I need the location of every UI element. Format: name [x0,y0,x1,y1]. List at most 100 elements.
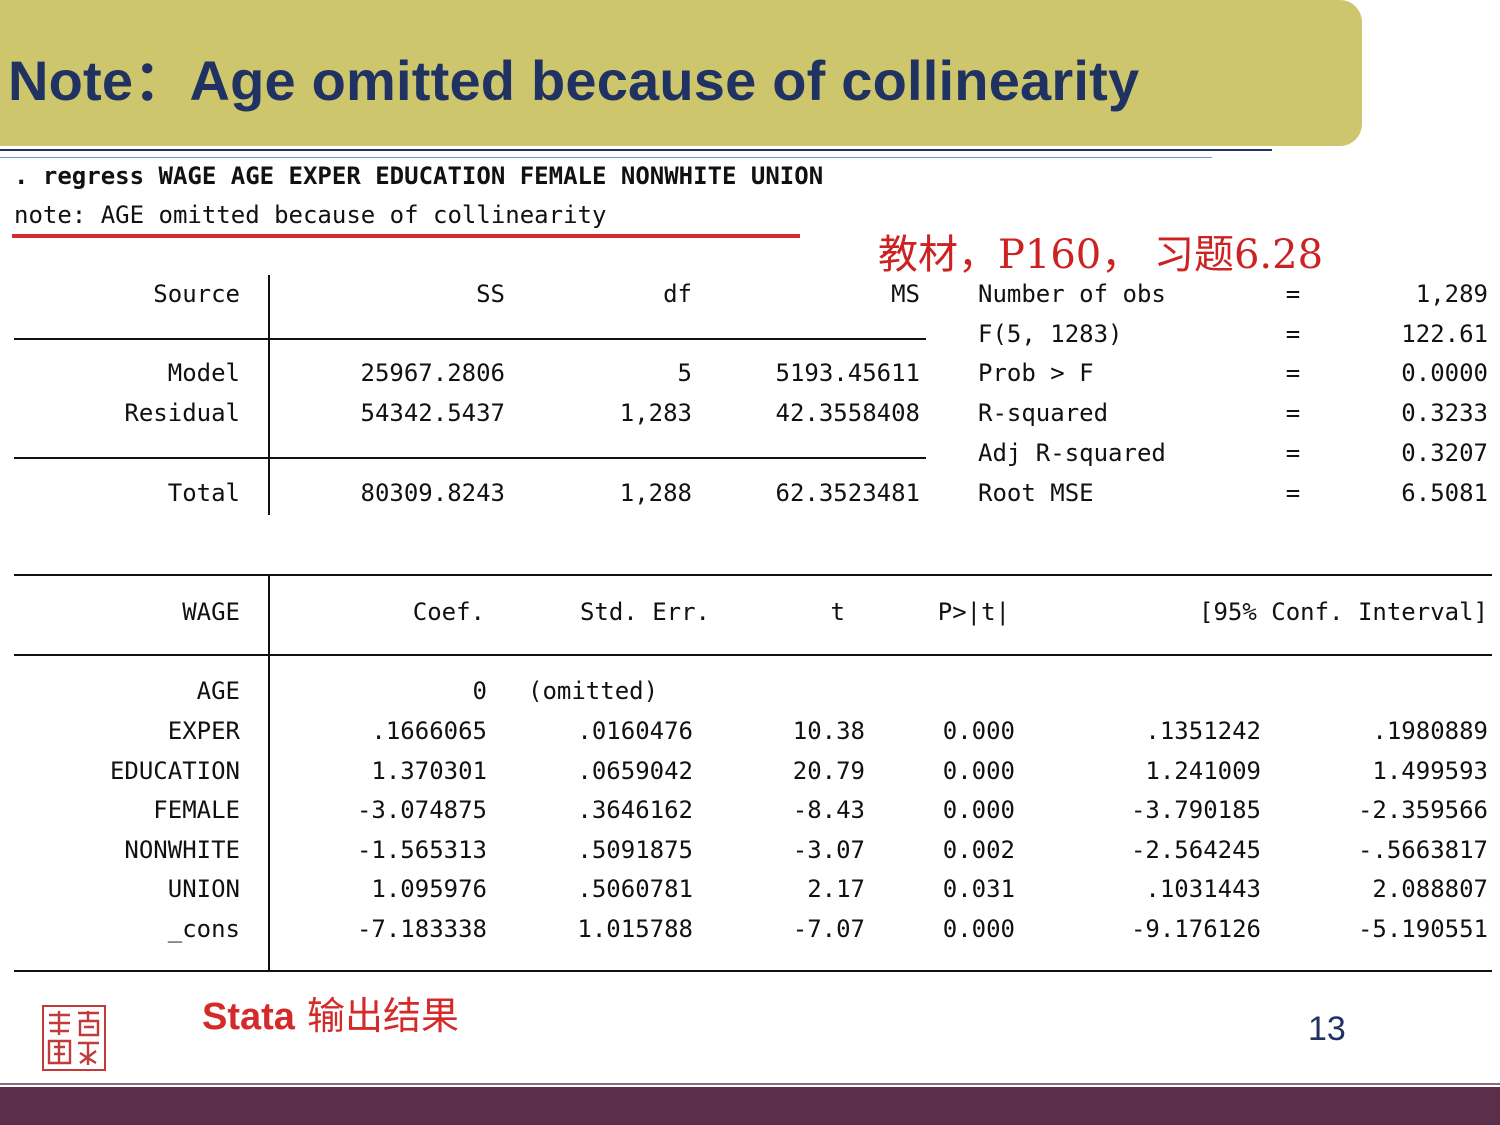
anova-row-label: Residual [124,399,240,427]
stat-label: Prob > F [978,359,1094,387]
coef-cell: 0.031 [942,875,1015,903]
stat-label: F(5, 1283) [978,320,1123,348]
coef-cell: -.5663817 [1357,836,1488,864]
anova-header: MS [891,280,920,308]
coef-cell: 2.088807 [1372,875,1488,903]
coef-cell: -5.190551 [1357,915,1488,943]
anova-row-label: Model [167,359,240,387]
coef-cell: -7.07 [792,915,865,943]
title-divider-thin [0,157,1212,158]
title-divider [0,149,1272,151]
anova-header: Source [153,280,240,308]
coef-cell: .1351242 [1145,717,1261,745]
coef-bottom-rule [14,970,1492,972]
anova-cell: 62.3523481 [775,479,921,507]
stat-equals: = [1285,479,1301,507]
coef-cell: 10.38 [792,717,865,745]
coef-cell: -9.176126 [1130,915,1261,943]
stat-equals: = [1285,320,1301,348]
coef-cell: -1.565313 [356,836,487,864]
coef-row-label: UNION [167,875,240,903]
coef-cell: 1.015788 [577,915,693,943]
coef-cell: 0.000 [942,717,1015,745]
anova-total-rule [14,457,926,459]
anova-cell: 54342.5437 [360,399,506,427]
coef-cell: 0.000 [942,915,1015,943]
stat-equals: = [1285,359,1301,387]
coef-cell: 1.241009 [1145,757,1261,785]
slide-title: Note：Age omitted because of collinearity [8,49,1140,112]
coef-cell: 1.095976 [371,875,487,903]
stat-value: 0.0000 [1401,359,1488,387]
coef-cell: 0 [472,677,487,705]
collinearity-note: note: AGE omitted because of collinearit… [14,201,607,229]
note-underline [12,234,800,238]
coef-cell: 0.000 [942,757,1015,785]
coef-cell: 0.000 [942,796,1015,824]
anova-cell: 5193.45611 [775,359,921,387]
coef-cell: -3.074875 [356,796,487,824]
coef-header-rule [14,654,1492,656]
anova-cell: 80309.8243 [360,479,506,507]
coef-cell: .0160476 [577,717,693,745]
stat-value: 122.61 [1401,320,1488,348]
coef-column-divider [268,574,270,972]
coef-cell: .1666065 [371,717,487,745]
anova-header-rule [14,338,926,340]
stat-label: Number of obs [978,280,1166,308]
coef-header: Std. Err. [579,598,710,626]
coef-cell: .3646162 [577,796,693,824]
coef-cell: .1980889 [1372,717,1488,745]
stata-command: . regress WAGE AGE EXPER EDUCATION FEMAL… [14,162,824,190]
coef-row-label: EXPER [167,717,240,745]
stat-value: 0.3207 [1401,439,1488,467]
stat-value: 0.3233 [1401,399,1488,427]
coef-cell: 2.17 [807,875,865,903]
coef-cell: -3.790185 [1130,796,1261,824]
anova-header: df [663,280,692,308]
anova-cell: 42.3558408 [775,399,921,427]
anova-cell: 1,288 [619,479,692,507]
stata-label-rest: 输出结果 [294,994,460,1038]
anova-column-divider [268,275,270,515]
coef-top-rule [14,574,1492,576]
coef-row-label: AGE [196,677,240,705]
university-seal-icon [42,1005,106,1071]
stata-label-bold: Stata [202,996,295,1038]
stata-output-label: Stata 输出结果 [202,985,459,1040]
coef-cell: -8.43 [792,796,865,824]
page-number: 13 [1308,1010,1346,1048]
coef-cell: 1.370301 [371,757,487,785]
anova-cell: 25967.2806 [360,359,506,387]
coef-header: P>|t| [937,598,1010,626]
footer-line [0,1083,1500,1085]
stat-label: Adj R-squared [978,439,1166,467]
coef-cell: .5091875 [577,836,693,864]
stat-equals: = [1285,439,1301,467]
stat-value: 6.5081 [1401,479,1488,507]
coef-header: t [830,598,845,626]
stat-equals: = [1285,399,1301,427]
coef-cell: -2.359566 [1357,796,1488,824]
coef-cell: 0.002 [942,836,1015,864]
coef-cell: 1.499593 [1372,757,1488,785]
coef-header: [95% Conf. Interval] [1199,598,1488,626]
stat-equals: = [1285,280,1301,308]
coef-cell: .5060781 [577,875,693,903]
anova-cell: 5 [677,359,692,387]
coef-cell: -7.183338 [356,915,487,943]
coef-cell: 20.79 [792,757,865,785]
stat-label: Root MSE [978,479,1094,507]
coef-row-label: _cons [167,915,240,943]
coef-cell: .0659042 [577,757,693,785]
coef-cell: -3.07 [792,836,865,864]
coef-cell: -2.564245 [1130,836,1261,864]
stat-label: R-squared [978,399,1109,427]
coef-row-label: FEMALE [153,796,240,824]
title-bar [0,0,1362,146]
coef-row-label: NONWHITE [124,836,240,864]
coef-cell: .1031443 [1145,875,1261,903]
coef-omitted: (omitted) [528,677,659,705]
anova-cell: 1,283 [619,399,692,427]
textbook-reference: 教材，P160， 习题6.28 [878,232,1324,278]
